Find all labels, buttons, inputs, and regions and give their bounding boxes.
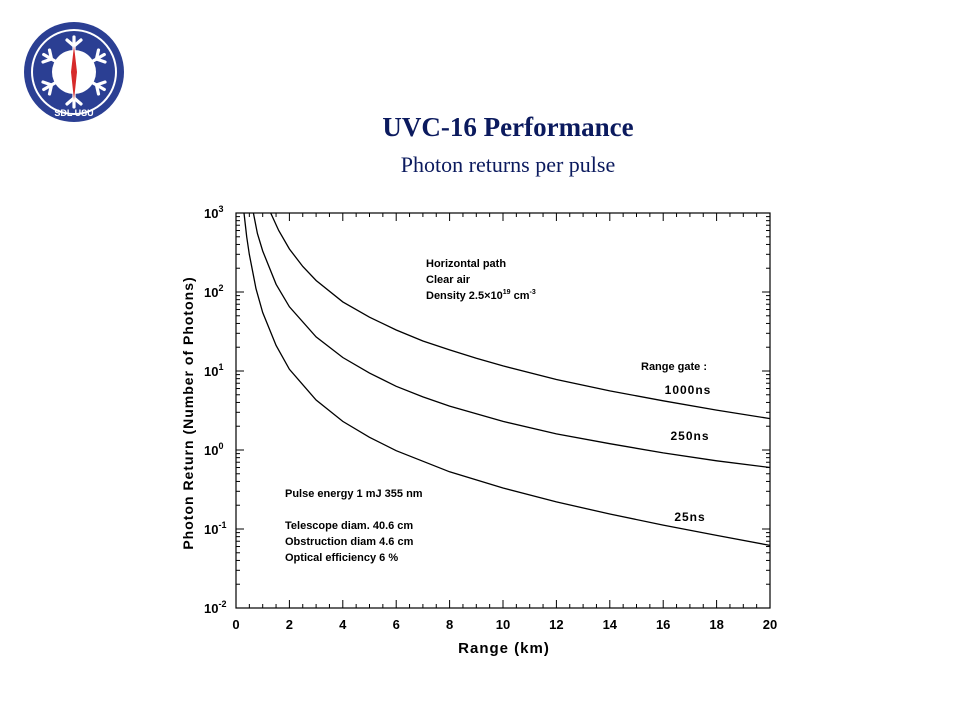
x-tick-label: 2 <box>286 617 293 632</box>
x-tick-label: 12 <box>549 617 563 632</box>
annotation-telescope: Telescope diam. 40.6 cm <box>285 520 413 532</box>
series-line-250ns <box>252 212 771 469</box>
x-tick-label: 20 <box>763 617 777 632</box>
series-line-1000ns <box>270 212 771 420</box>
page-subtitle: Photon returns per pulse <box>400 152 616 177</box>
needle-icon <box>71 46 77 100</box>
x-tick-label: 16 <box>656 617 670 632</box>
series-label-25ns: 25ns <box>674 510 705 524</box>
annotation-env-2: Clear air <box>426 274 471 286</box>
x-tick-label: 0 <box>232 617 239 632</box>
x-axis-label: Range (km) <box>458 640 550 657</box>
x-tick-label: 18 <box>709 617 723 632</box>
y-tick-label: 101 <box>204 362 223 379</box>
logo-letters: SDL USU <box>54 108 93 118</box>
y-tick-label: 10-2 <box>204 599 226 616</box>
series-line-25ns <box>243 212 771 547</box>
x-tick-label: 6 <box>393 617 400 632</box>
x-tick-label: 4 <box>339 617 347 632</box>
y-tick-label: 10-1 <box>204 520 226 537</box>
series-label-250ns: 250ns <box>670 429 709 443</box>
y-tick-label: 102 <box>204 283 223 300</box>
sdl-usu-logo: SDL USU <box>24 22 124 122</box>
y-tick-label: 103 <box>204 204 223 221</box>
annotation-efficiency: Optical efficiency 6 % <box>285 552 398 564</box>
y-tick-label: 100 <box>204 441 223 458</box>
x-tick-label: 10 <box>496 617 510 632</box>
annotation-pulse: Pulse energy 1 mJ 355 nm <box>285 488 423 500</box>
annotation-range-gate: Range gate : <box>641 361 707 373</box>
x-tick-label: 8 <box>446 617 453 632</box>
annotation-density: Density 2.5×1019 cm-3 <box>426 289 536 302</box>
y-axis-label: Photon Return (Number of Photons) <box>180 276 196 549</box>
annotation-obstruction: Obstruction diam 4.6 cm <box>285 536 414 548</box>
x-tick-label: 14 <box>603 617 618 632</box>
page-title: UVC-16 Performance <box>382 112 634 142</box>
series-label-1000ns: 1000ns <box>665 383 712 397</box>
plot-frame <box>235 212 771 609</box>
annotation-env-1: Horizontal path <box>426 258 506 270</box>
